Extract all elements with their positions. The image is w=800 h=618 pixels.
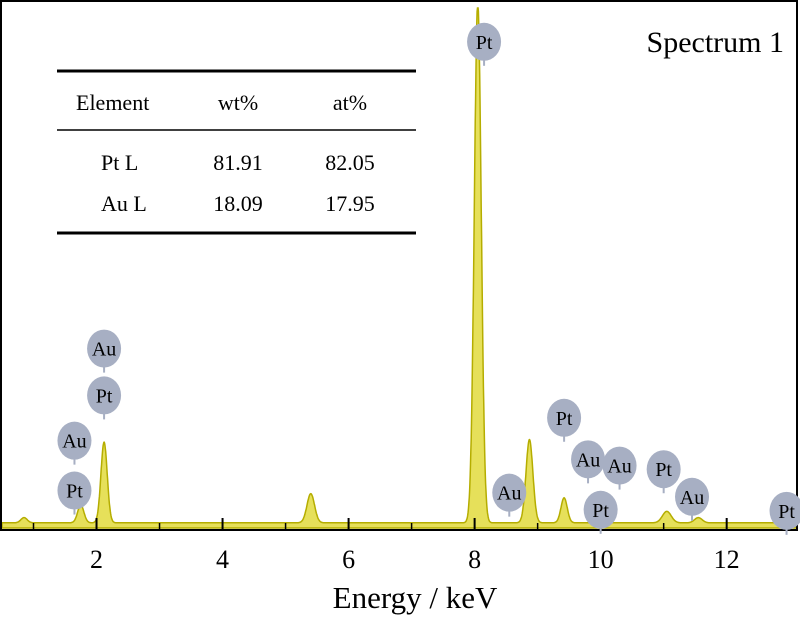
- peak-label-text: Au: [62, 431, 86, 453]
- x-tick-label: 6: [342, 545, 355, 574]
- peak-label-text: Pt: [778, 501, 795, 523]
- table-cell-wt: 81.91: [213, 150, 263, 175]
- peak-label-bubble: [675, 477, 710, 516]
- table-cell-element: Pt L: [101, 150, 138, 175]
- peak-label-text: Pt: [556, 408, 573, 430]
- peak-label-bubble: [602, 446, 637, 485]
- spectrum-area: [1, 7, 797, 529]
- peak-label-text: Pt: [592, 500, 609, 522]
- table-cell-wt: 18.09: [213, 191, 263, 216]
- table-header-wt: wt%: [218, 90, 258, 115]
- spectrum-title: Spectrum 1: [647, 26, 784, 59]
- peak-label-text: Au: [497, 483, 521, 505]
- peak-label: Pt: [57, 471, 92, 515]
- peak-label: Pt: [646, 450, 681, 494]
- x-tick-label: 10: [588, 545, 614, 574]
- composition-table: Element wt% at% Pt L 81.91 82.05 Au L 18…: [57, 69, 416, 235]
- peak-label: Pt: [547, 398, 582, 442]
- peak-label: Pt: [87, 376, 122, 420]
- peak-label-bubble: [57, 421, 92, 460]
- peak-label-bubble: [547, 398, 582, 437]
- peak-label-bubble: [646, 450, 681, 489]
- x-tick-label: 4: [216, 545, 229, 574]
- peak-label: Au: [602, 446, 637, 490]
- peak-label: Au: [57, 421, 92, 465]
- table-header-element: Element: [76, 90, 149, 115]
- peak-label-text: Au: [576, 449, 600, 471]
- peak-label-text: Pt: [655, 459, 672, 481]
- peak-label: Pt: [769, 491, 800, 535]
- table-cell-at: 82.05: [325, 150, 375, 175]
- peak-label-bubble: [492, 473, 527, 512]
- peak-label-bubble: [87, 329, 122, 368]
- peak-label: Au: [571, 440, 606, 484]
- table-cell-at: 17.95: [325, 191, 375, 216]
- peak-label: Au: [675, 477, 710, 521]
- peak-label-bubble: [571, 440, 606, 479]
- x-tick-label: 12: [714, 545, 740, 574]
- peak-label-bubble: [583, 490, 618, 529]
- table-header-at: at%: [333, 90, 367, 115]
- peak-label: Pt: [467, 22, 502, 66]
- table-cell-element: Au L: [101, 191, 147, 216]
- x-axis-tick-labels: 2 4 6 8 10 12: [90, 545, 740, 574]
- peak-label-text: Au: [607, 456, 631, 478]
- peak-label-bubble: [467, 22, 502, 61]
- x-tick-label: 8: [468, 545, 481, 574]
- peak-label-bubble: [87, 376, 122, 415]
- plot-frame: [0, 0, 798, 531]
- peak-label-text: Pt: [96, 385, 113, 407]
- peak-label-bubble: [57, 471, 92, 510]
- peak-label: Au: [87, 329, 122, 373]
- peak-label-text: Pt: [66, 481, 83, 503]
- peak-label-text: Au: [680, 487, 704, 509]
- x-tick-label: 2: [90, 545, 103, 574]
- peak-label: Au: [492, 473, 527, 517]
- peak-label-bubble: [769, 491, 800, 530]
- plot-area: [1, 7, 797, 529]
- peak-label-text: Au: [92, 339, 116, 361]
- peak-label: Pt: [583, 490, 618, 534]
- peak-label-text: Pt: [476, 32, 493, 54]
- x-axis-title: Energy / keV: [333, 580, 498, 615]
